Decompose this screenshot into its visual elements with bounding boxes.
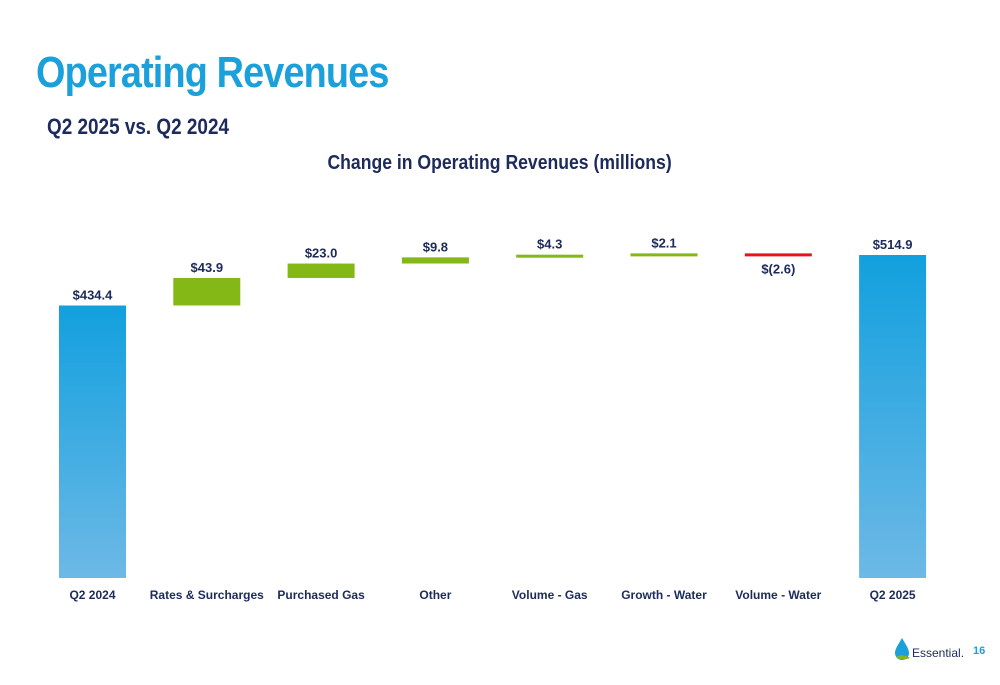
category-label-0: Q2 2024 bbox=[69, 588, 115, 602]
page-number: 16 bbox=[973, 645, 986, 657]
bar-4 bbox=[516, 254, 584, 258]
data-label-7: $514.9 bbox=[873, 237, 913, 252]
logo-text: Essential. bbox=[912, 646, 963, 660]
category-label-3: Other bbox=[419, 588, 451, 602]
bar-6 bbox=[744, 253, 812, 257]
category-label-1: Rates & Surcharges bbox=[150, 588, 264, 602]
category-label-7: Q2 2025 bbox=[870, 588, 916, 602]
data-label-6: $(2.6) bbox=[761, 261, 795, 276]
bar-3 bbox=[401, 257, 469, 264]
data-label-5: $2.1 bbox=[651, 235, 676, 250]
data-label-3: $9.8 bbox=[423, 239, 448, 254]
category-label-4: Volume - Gas bbox=[512, 588, 588, 602]
leaf-icon bbox=[896, 655, 910, 660]
data-label-4: $4.3 bbox=[537, 237, 562, 252]
category-label-2: Purchased Gas bbox=[277, 588, 365, 602]
slide-title: Operating Revenues bbox=[36, 48, 389, 97]
water-drop-icon bbox=[895, 638, 909, 660]
category-label-6: Volume - Water bbox=[735, 588, 821, 602]
bar-2 bbox=[287, 263, 355, 278]
category-label-group: Q2 2024 Rates & Surcharges Purchased Gas Ot… bbox=[69, 588, 915, 602]
chart-title: Change in Operating Revenues (millions) bbox=[327, 152, 673, 174]
bar-7 bbox=[859, 255, 927, 578]
category-label-5: Growth - Water bbox=[621, 588, 707, 602]
slide-subtitle: Q2 2025 vs. Q2 2024 bbox=[47, 114, 229, 139]
data-label-0: $434.4 bbox=[73, 287, 114, 302]
essential-logo: Essential. bbox=[895, 638, 963, 660]
bar-0 bbox=[59, 305, 126, 578]
bar-group bbox=[59, 253, 927, 578]
bar-5 bbox=[630, 253, 698, 257]
bar-1 bbox=[173, 277, 241, 306]
data-label-group: $434.4 $43.9 $23.0 $9.8 $4.3 $2.1 $(2.6) $514.9 bbox=[73, 235, 913, 302]
data-label-2: $23.0 bbox=[305, 246, 338, 261]
data-label-1: $43.9 bbox=[191, 260, 224, 275]
